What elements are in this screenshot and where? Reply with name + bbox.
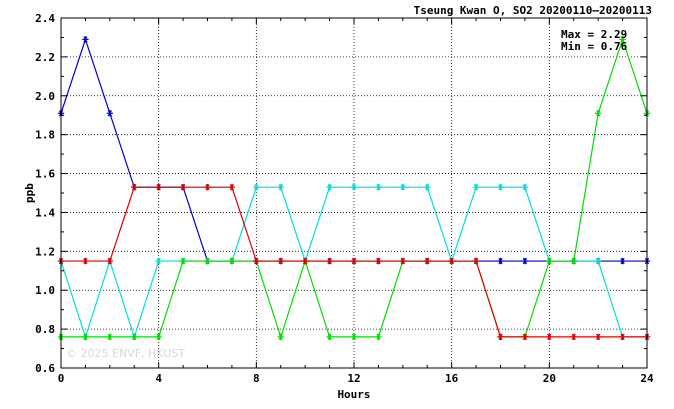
data-point	[497, 183, 504, 191]
min-label: Min = 0.76	[561, 40, 628, 53]
data-point	[448, 257, 455, 265]
data-point	[155, 183, 162, 191]
data-point	[375, 257, 382, 265]
data-point	[375, 183, 382, 191]
data-point	[594, 257, 602, 265]
max-label: Max = 2.29	[561, 28, 627, 41]
x-tick-label: 16	[445, 372, 459, 385]
y-tick-label: 0.8	[35, 323, 55, 336]
data-point	[424, 257, 431, 265]
y-tick-label: 1.0	[35, 284, 55, 297]
data-point	[521, 257, 529, 265]
data-point	[253, 183, 260, 191]
data-point	[253, 257, 260, 265]
y-tick-label: 2.4	[35, 12, 55, 25]
data-point	[326, 257, 333, 265]
data-point	[594, 110, 602, 117]
data-point	[399, 183, 407, 191]
data-point	[619, 257, 626, 265]
data-point	[424, 183, 431, 191]
data-point	[521, 333, 529, 341]
data-point	[399, 257, 407, 265]
data-point	[326, 333, 333, 341]
x-axis-label: Hours	[337, 388, 370, 401]
data-point	[82, 257, 89, 265]
data-point	[155, 333, 162, 341]
data-point	[131, 183, 138, 191]
data-point	[106, 257, 114, 265]
data-point	[497, 333, 504, 341]
data-point	[82, 333, 89, 341]
data-point	[106, 110, 114, 117]
data-point	[350, 257, 358, 265]
data-point	[570, 333, 577, 341]
axis-ticks: 0 4 8 12 16 20 24 0.6 0.8 1.0 1.2 1.4 1.6 1.8 2.0 2.2 2.…	[35, 12, 654, 385]
data-point	[301, 257, 309, 265]
data-point	[155, 257, 162, 265]
data-point	[472, 257, 480, 265]
data-point	[521, 183, 529, 191]
x-tick-label: 12	[347, 372, 360, 385]
data-point	[228, 183, 236, 191]
data-point	[375, 333, 382, 341]
data-point	[472, 183, 480, 191]
x-tick-label: 0	[58, 372, 65, 385]
data-point	[82, 36, 89, 43]
y-tick-label: 1.8	[35, 129, 55, 142]
data-point	[204, 257, 211, 265]
y-tick-label: 2.2	[35, 51, 55, 64]
data-point	[546, 333, 553, 341]
y-tick-label: 1.4	[35, 206, 55, 219]
data-point	[546, 257, 553, 265]
x-tick-label: 4	[155, 372, 162, 385]
data-point	[179, 257, 187, 265]
series-4	[57, 183, 651, 341]
watermark: © 2025 ENVF, HKUST	[66, 347, 185, 360]
data-point	[277, 257, 284, 265]
y-axis-label: ppb	[23, 183, 36, 203]
data-point	[277, 183, 284, 191]
data-point	[619, 333, 626, 341]
data-point	[204, 183, 211, 191]
data-point	[228, 257, 236, 265]
grid-lines	[61, 18, 647, 368]
data-point	[594, 333, 602, 341]
series-group	[57, 36, 651, 341]
data-point	[179, 183, 187, 191]
data-point	[131, 333, 138, 341]
data-point	[570, 257, 577, 265]
data-point	[277, 333, 284, 341]
data-point	[326, 183, 333, 191]
data-point	[350, 183, 358, 191]
y-tick-label: 1.2	[35, 245, 55, 258]
data-point	[350, 333, 358, 341]
chart-title: Tseung Kwan O, SO2 20200110–20200113	[414, 4, 652, 17]
data-point	[106, 333, 114, 341]
data-point	[619, 36, 626, 43]
y-tick-label: 1.6	[35, 168, 55, 181]
x-tick-label: 24	[640, 372, 654, 385]
data-point	[497, 257, 504, 265]
x-tick-label: 8	[253, 372, 260, 385]
y-tick-label: 2.0	[35, 90, 55, 103]
x-tick-label: 20	[543, 372, 556, 385]
y-tick-label: 0.6	[35, 362, 55, 375]
